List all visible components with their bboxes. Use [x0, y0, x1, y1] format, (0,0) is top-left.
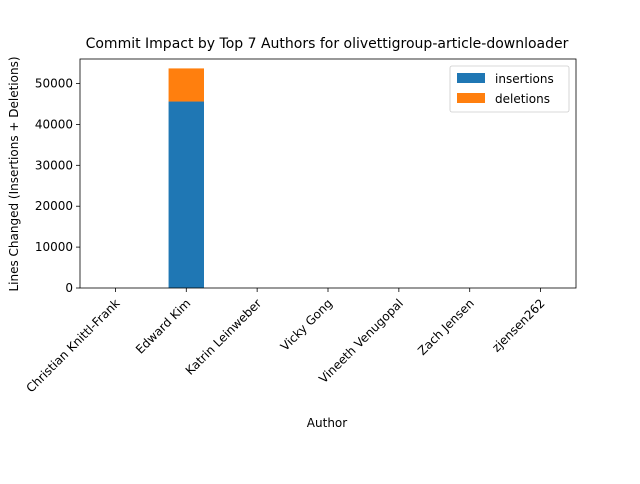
legend-label-deletions: deletions: [495, 92, 550, 106]
x-tick-label: Zach Jensen: [415, 296, 477, 358]
bar-insertions-1: [168, 101, 204, 288]
x-axis-label: Author: [307, 416, 347, 430]
x-tick-label: Katrin Leinweber: [183, 296, 265, 378]
y-tick-label: 10000: [35, 240, 73, 254]
y-tick-label: 50000: [35, 77, 73, 91]
legend-swatch-insertions: [457, 73, 485, 83]
y-tick-label: 20000: [35, 199, 73, 213]
x-tick-label: Christian Knittl-Frank: [23, 296, 122, 395]
y-tick-label: 40000: [35, 117, 73, 131]
legend: insertions deletions: [449, 65, 570, 113]
x-tick-label: zjensen262: [489, 296, 548, 355]
legend-swatch-deletions: [457, 93, 485, 103]
y-axis-label: Lines Changed (Insertions + Deletions): [7, 56, 21, 291]
y-tick-label: 30000: [35, 158, 73, 172]
bar-deletions-1: [168, 68, 204, 102]
chart-title: Commit Impact by Top 7 Authors for olive…: [86, 36, 569, 52]
x-tick-label: Edward Kim: [133, 296, 193, 356]
x-tick-label: Vicky Gong: [278, 296, 335, 353]
legend-label-insertions: insertions: [495, 72, 554, 86]
y-tick-label: 0: [65, 281, 73, 295]
